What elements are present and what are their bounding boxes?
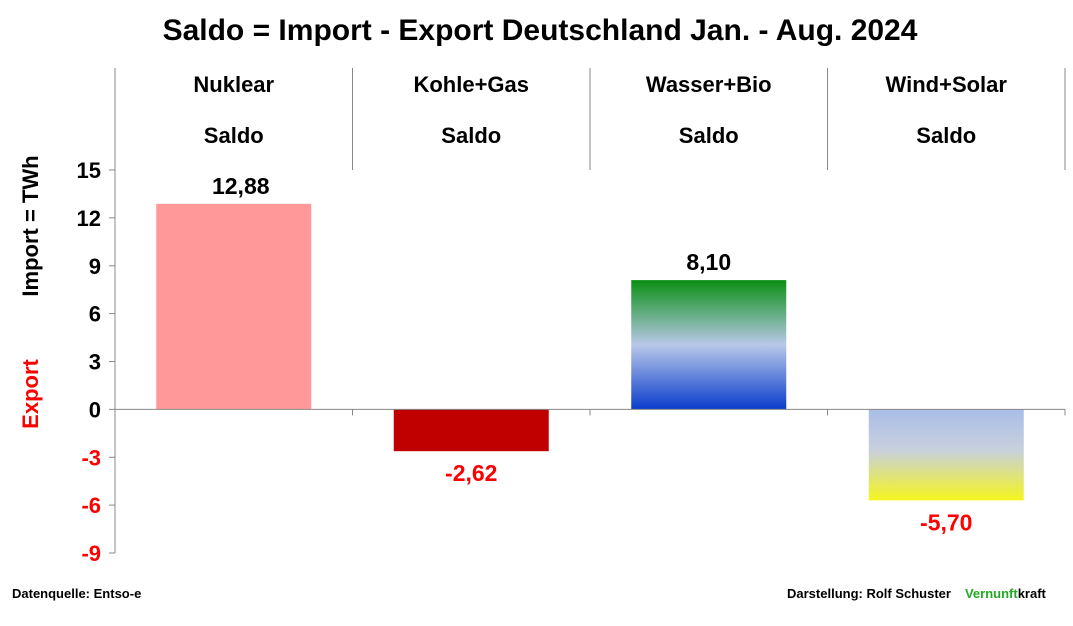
y-tick-label: -3 [81,445,101,470]
value-labels: 12,88 -2,62 8,10 -5,70 [212,173,973,536]
y-tick-label: 6 [89,302,101,327]
category-sub: Saldo [441,123,501,148]
y-axis: 15 12 9 6 3 0 -3 -6 -9 [77,158,1065,566]
category-sub: Saldo [916,123,976,148]
bars [156,203,1024,501]
credit-note: Darstellung: Rolf Schuster Vernunftkraft [787,586,1047,601]
brand-part1: Vernunft [965,586,1018,601]
category-sub: Saldo [204,123,264,148]
y-axis-label-export: Export [18,358,43,428]
y-tick-label: 12 [77,206,101,231]
y-tick-label: 0 [89,397,101,422]
bar [393,409,549,452]
data-label: 8,10 [686,249,731,275]
y-axis-label-import: Import = TWh [18,155,43,296]
y-tick-label: 15 [77,158,101,183]
category-sub: Saldo [679,123,739,148]
y-tick-label: -6 [81,493,101,518]
category-dividers [114,68,1066,416]
category-name: Kohle+Gas [413,72,529,97]
y-tick-label: -9 [81,541,101,566]
data-label: 12,88 [212,173,270,199]
bar [156,203,312,410]
category-name: Wasser+Bio [646,72,772,97]
y-tick-label: 9 [89,254,101,279]
category-name: Nuklear [193,72,274,97]
bar [631,280,787,410]
bar [868,409,1024,501]
data-label: -2,62 [445,460,497,486]
category-labels: Nuklear Saldo Kohle+Gas Saldo Wasser+Bio Sald… [193,72,1007,148]
credit-prefix: Darstellung: Rolf Schuster [787,586,951,601]
data-label: -5,70 [920,509,972,535]
y-tick-label: 3 [89,350,101,375]
chart-title: Saldo = Import - Export Deutschland Jan.… [163,14,918,47]
brand-part2: kraft [1018,586,1047,601]
category-name: Wind+Solar [886,72,1008,97]
source-note: Datenquelle: Entso-e [12,586,141,601]
